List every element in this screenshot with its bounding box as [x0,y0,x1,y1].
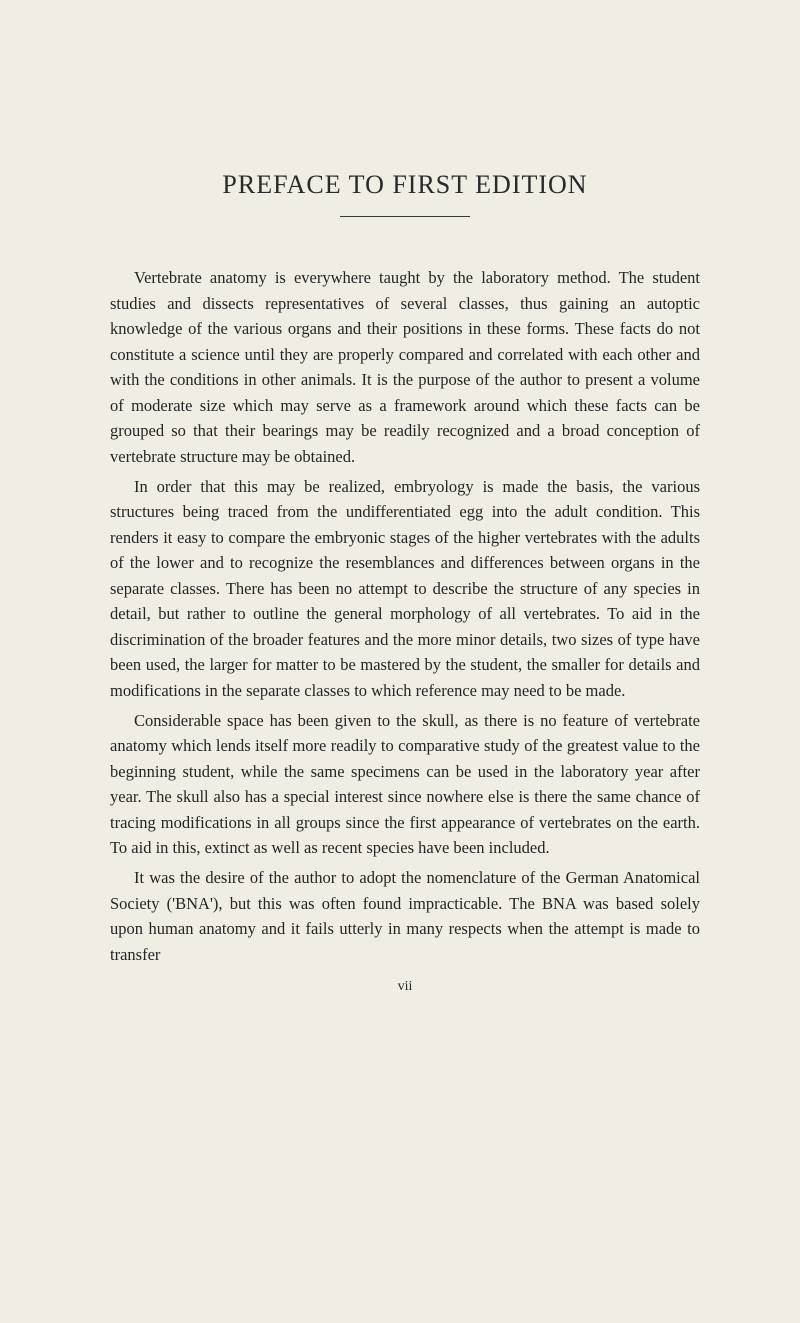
paragraph-1: Vertebrate anatomy is everywhere taught … [110,265,700,470]
title-underline [340,216,470,217]
paragraph-3: Considerable space has been given to the… [110,708,700,861]
page-number: vii [110,979,700,995]
paragraph-4: It was the desire of the author to adopt… [110,865,700,967]
preface-title: PREFACE TO FIRST EDITION [110,170,700,200]
paragraph-2: In order that this may be realized, embr… [110,474,700,704]
